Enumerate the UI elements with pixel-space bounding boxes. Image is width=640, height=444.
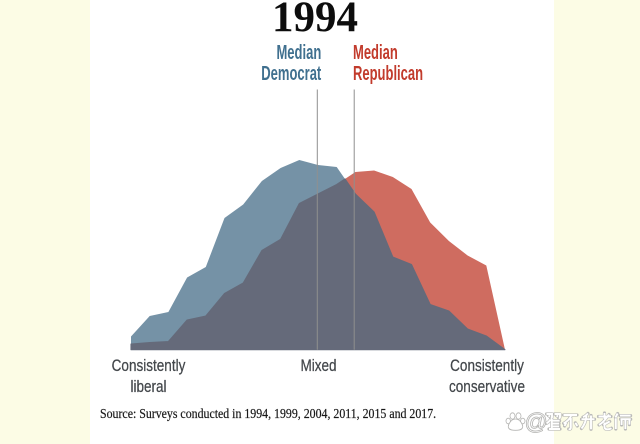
svg-text:@: @ [525, 409, 548, 435]
